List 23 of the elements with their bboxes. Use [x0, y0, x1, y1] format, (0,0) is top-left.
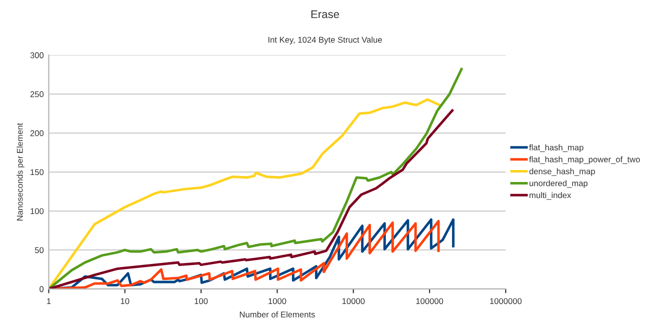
- x-tick-label: 100000: [416, 298, 444, 304]
- legend-label: unordered_map: [530, 180, 588, 188]
- y-tick-label: 200: [30, 130, 44, 136]
- y-tick-label: 300: [30, 52, 44, 58]
- y-tick-label: 0: [40, 286, 44, 292]
- x-axis-title: Number of Elements: [240, 311, 315, 318]
- chart-title: Erase: [311, 10, 340, 18]
- x-tick-label: 1000: [268, 298, 286, 304]
- y-tick-label: 100: [30, 208, 44, 214]
- y-tick-label: 150: [30, 169, 44, 176]
- x-tick-label: 1: [47, 298, 51, 304]
- chart-subtitle: Int Key, 1024 Byte Struct Value: [268, 36, 382, 44]
- y-tick-label: 250: [30, 91, 44, 98]
- legend-label: flat_hash_map: [529, 144, 584, 152]
- x-tick-label: 100: [194, 298, 208, 304]
- legend-label: flat_hash_map_power_of_two: [529, 156, 640, 164]
- x-tick-label: 1000000: [490, 298, 522, 304]
- x-tick-label: 10000: [342, 298, 365, 304]
- y-tick-label: 50: [34, 247, 44, 254]
- x-tick-label: 10: [120, 298, 130, 304]
- legend-label: multi_index: [530, 192, 572, 200]
- legend-label: dense_hash_map: [529, 168, 595, 176]
- y-axis-title: Nanoseconds per Element: [16, 122, 24, 220]
